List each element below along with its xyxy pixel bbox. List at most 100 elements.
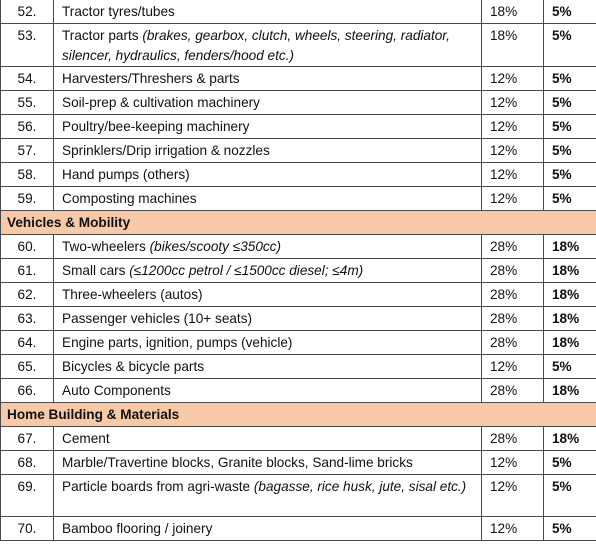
item-number: 62. — [0, 282, 54, 307]
old-rate: 12% — [481, 450, 544, 475]
old-rate: 12% — [481, 474, 544, 517]
old-rate: 28% — [481, 378, 544, 403]
item-description: Harvesters/Threshers & parts — [53, 66, 482, 91]
table-row: 60. Two-wheelers (bikes/scooty ≤350cc) 2… — [0, 234, 596, 259]
item-description: Hand pumps (others) — [53, 162, 482, 187]
old-rate: 28% — [481, 258, 544, 283]
new-rate: 18% — [543, 330, 596, 355]
item-number: 66. — [0, 378, 54, 403]
new-rate: 18% — [543, 426, 596, 451]
table-row: 61. Small cars (≤1200cc petrol / ≤1500cc… — [0, 258, 596, 283]
new-rate: 18% — [543, 234, 596, 259]
item-description: Tractor parts (brakes, gearbox, clutch, … — [53, 23, 482, 67]
old-rate: 12% — [481, 66, 544, 91]
gst-rate-table: 52. Tractor tyres/tubes 18% 5% 53. Tract… — [0, 0, 596, 541]
new-rate: 5% — [543, 354, 596, 379]
item-number: 58. — [0, 162, 54, 187]
table-row: 65. Bicycles & bicycle parts 12% 5% — [0, 354, 596, 379]
item-description: Engine parts, ignition, pumps (vehicle) — [53, 330, 482, 355]
item-description: Marble/Travertine blocks, Granite blocks… — [53, 450, 482, 475]
item-number: 70. — [0, 516, 54, 541]
item-description: Two-wheelers (bikes/scooty ≤350cc) — [53, 234, 482, 259]
old-rate: 12% — [481, 186, 544, 211]
item-description: Auto Components — [53, 378, 482, 403]
item-number: 68. — [0, 450, 54, 475]
old-rate: 12% — [481, 354, 544, 379]
item-number: 69. — [0, 474, 54, 517]
new-rate: 18% — [543, 306, 596, 331]
item-description: Bicycles & bicycle parts — [53, 354, 482, 379]
table-row: 56. Poultry/bee-keeping machinery 12% 5% — [0, 114, 596, 139]
table-row: 53. Tractor parts (brakes, gearbox, clut… — [0, 23, 596, 67]
item-number: 53. — [0, 23, 54, 67]
section-title: Home Building & Materials — [0, 402, 596, 427]
new-rate: 5% — [543, 516, 596, 541]
new-rate: 5% — [543, 186, 596, 211]
new-rate: 5% — [543, 0, 596, 24]
item-description: Small cars (≤1200cc petrol / ≤1500cc die… — [53, 258, 482, 283]
item-description: Particle boards from agri-waste (bagasse… — [53, 474, 482, 517]
old-rate: 12% — [481, 90, 544, 115]
table-row: 70. Bamboo flooring / joinery 12% 5% — [0, 516, 596, 541]
new-rate: 5% — [543, 66, 596, 91]
table-row: 58. Hand pumps (others) 12% 5% — [0, 162, 596, 187]
new-rate: 18% — [543, 258, 596, 283]
table-row: 67. Cement 28% 18% — [0, 426, 596, 451]
section-header-home-building: Home Building & Materials — [0, 402, 596, 427]
item-number: 60. — [0, 234, 54, 259]
table-row: 52. Tractor tyres/tubes 18% 5% — [0, 0, 596, 24]
old-rate: 18% — [481, 0, 544, 24]
new-rate: 18% — [543, 282, 596, 307]
new-rate: 5% — [543, 162, 596, 187]
old-rate: 28% — [481, 282, 544, 307]
new-rate: 5% — [543, 138, 596, 163]
section-title: Vehicles & Mobility — [0, 210, 596, 235]
new-rate: 18% — [543, 378, 596, 403]
item-description: Sprinklers/Drip irrigation & nozzles — [53, 138, 482, 163]
item-number: 65. — [0, 354, 54, 379]
item-description: Three-wheelers (autos) — [53, 282, 482, 307]
old-rate: 28% — [481, 234, 544, 259]
new-rate: 5% — [543, 23, 596, 67]
new-rate: 5% — [543, 474, 596, 517]
table-row: 54. Harvesters/Threshers & parts 12% 5% — [0, 66, 596, 91]
item-description: Soil-prep & cultivation machinery — [53, 90, 482, 115]
item-number: 54. — [0, 66, 54, 91]
item-number: 59. — [0, 186, 54, 211]
item-description: Passenger vehicles (10+ seats) — [53, 306, 482, 331]
item-description: Bamboo flooring / joinery — [53, 516, 482, 541]
table-row: 66. Auto Components 28% 18% — [0, 378, 596, 403]
item-number: 56. — [0, 114, 54, 139]
old-rate: 12% — [481, 138, 544, 163]
item-number: 52. — [0, 0, 54, 24]
table-row: 59. Composting machines 12% 5% — [0, 186, 596, 211]
old-rate: 12% — [481, 114, 544, 139]
table-row: 64. Engine parts, ignition, pumps (vehic… — [0, 330, 596, 355]
table-row: 57. Sprinklers/Drip irrigation & nozzles… — [0, 138, 596, 163]
new-rate: 5% — [543, 114, 596, 139]
table-row: 63. Passenger vehicles (10+ seats) 28% 1… — [0, 306, 596, 331]
old-rate: 12% — [481, 162, 544, 187]
item-number: 57. — [0, 138, 54, 163]
old-rate: 28% — [481, 306, 544, 331]
old-rate: 12% — [481, 516, 544, 541]
item-number: 67. — [0, 426, 54, 451]
table-row: 62. Three-wheelers (autos) 28% 18% — [0, 282, 596, 307]
item-number: 61. — [0, 258, 54, 283]
new-rate: 5% — [543, 450, 596, 475]
old-rate: 28% — [481, 426, 544, 451]
item-number: 63. — [0, 306, 54, 331]
item-description: Poultry/bee-keeping machinery — [53, 114, 482, 139]
old-rate: 18% — [481, 23, 544, 67]
item-description: Composting machines — [53, 186, 482, 211]
table-row: 69. Particle boards from agri-waste (bag… — [0, 474, 596, 517]
item-description: Tractor tyres/tubes — [53, 0, 482, 24]
old-rate: 28% — [481, 330, 544, 355]
table-row: 68. Marble/Travertine blocks, Granite bl… — [0, 450, 596, 475]
table-row: 55. Soil-prep & cultivation machinery 12… — [0, 90, 596, 115]
new-rate: 5% — [543, 90, 596, 115]
section-header-vehicles: Vehicles & Mobility — [0, 210, 596, 235]
item-number: 55. — [0, 90, 54, 115]
item-number: 64. — [0, 330, 54, 355]
item-description: Cement — [53, 426, 482, 451]
